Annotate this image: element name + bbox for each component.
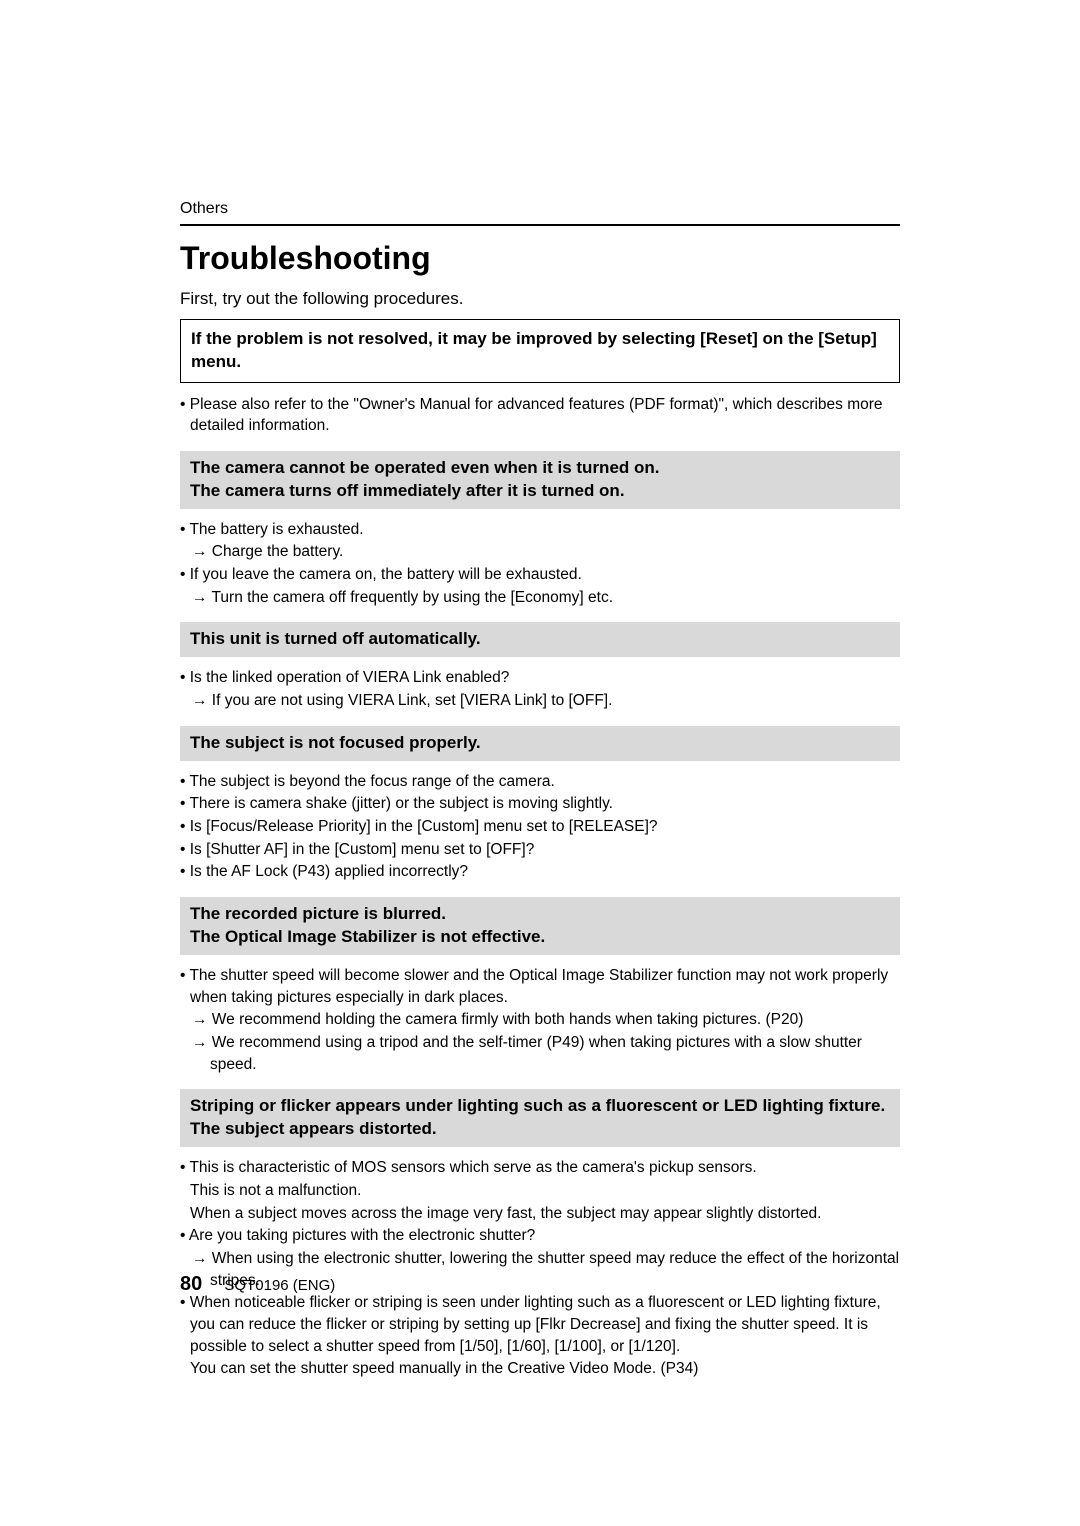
- arrow-line: → We recommend using a tripod and the se…: [180, 1032, 900, 1075]
- boxed-note: If the problem is not resolved, it may b…: [180, 319, 900, 383]
- bullet-line: • Are you taking pictures with the elect…: [180, 1225, 900, 1247]
- header-line: The subject appears distorted.: [190, 1118, 890, 1141]
- arrow-line: → Charge the battery.: [180, 541, 900, 563]
- doc-code: SQT0196 (ENG): [224, 1277, 335, 1294]
- content-block: • This is characteristic of MOS sensors …: [180, 1157, 900, 1380]
- content-block: • The shutter speed will become slower a…: [180, 965, 900, 1075]
- plain-line: This is not a malfunction.: [180, 1180, 900, 1202]
- section-label: Others: [180, 200, 900, 218]
- plain-line: You can set the shutter speed manually i…: [180, 1358, 900, 1380]
- bullet-line: • Is [Shutter AF] in the [Custom] menu s…: [180, 839, 900, 861]
- content-block: • The battery is exhausted.→ Charge the …: [180, 519, 900, 609]
- bullet-line: • Is [Focus/Release Priority] in the [Cu…: [180, 816, 900, 838]
- header-line: The Optical Image Stabilizer is not effe…: [190, 926, 890, 949]
- content-block: • Is the linked operation of VIERA Link …: [180, 667, 900, 711]
- header-line: The recorded picture is blurred.: [190, 903, 890, 926]
- bullet-line: • There is camera shake (jitter) or the …: [180, 793, 900, 815]
- header-line: The camera turns off immediately after i…: [190, 480, 890, 503]
- troubleshoot-header: The camera cannot be operated even when …: [180, 451, 900, 509]
- header-line: The camera cannot be operated even when …: [190, 457, 890, 480]
- bullet-line: • Is the AF Lock (P43) applied incorrect…: [180, 861, 900, 883]
- divider-top: [180, 224, 900, 226]
- arrow-line: → Turn the camera off frequently by usin…: [180, 587, 900, 609]
- troubleshoot-header: This unit is turned off automatically.: [180, 622, 900, 657]
- plain-line: When a subject moves across the image ve…: [180, 1203, 900, 1225]
- manual-reference-note: • Please also refer to the "Owner's Manu…: [180, 395, 900, 437]
- content-block: • The subject is beyond the focus range …: [180, 771, 900, 883]
- bullet-line: • When noticeable flicker or striping is…: [180, 1292, 900, 1357]
- bullet-line: • This is characteristic of MOS sensors …: [180, 1157, 900, 1179]
- header-line: This unit is turned off automatically.: [190, 628, 890, 651]
- page-title: Troubleshooting: [180, 240, 900, 277]
- arrow-line: → We recommend holding the camera firmly…: [180, 1009, 900, 1031]
- troubleshoot-header: The recorded picture is blurred.The Opti…: [180, 897, 900, 955]
- intro-text: First, try out the following procedures.: [180, 289, 900, 309]
- bullet-line: • The shutter speed will become slower a…: [180, 965, 900, 1008]
- page-footer: 80 SQT0196 (ENG): [180, 1273, 335, 1296]
- bullet-line: • The battery is exhausted.: [180, 519, 900, 541]
- troubleshoot-header: The subject is not focused properly.: [180, 726, 900, 761]
- sections-container: The camera cannot be operated even when …: [180, 451, 900, 1380]
- troubleshoot-header: Striping or flicker appears under lighti…: [180, 1089, 900, 1147]
- header-line: Striping or flicker appears under lighti…: [190, 1095, 890, 1118]
- header-line: The subject is not focused properly.: [190, 732, 890, 755]
- page-number: 80: [180, 1273, 202, 1295]
- bullet-line: • The subject is beyond the focus range …: [180, 771, 900, 793]
- bullet-line: • Is the linked operation of VIERA Link …: [180, 667, 900, 689]
- arrow-line: → If you are not using VIERA Link, set […: [180, 690, 900, 712]
- bullet-line: • If you leave the camera on, the batter…: [180, 564, 900, 586]
